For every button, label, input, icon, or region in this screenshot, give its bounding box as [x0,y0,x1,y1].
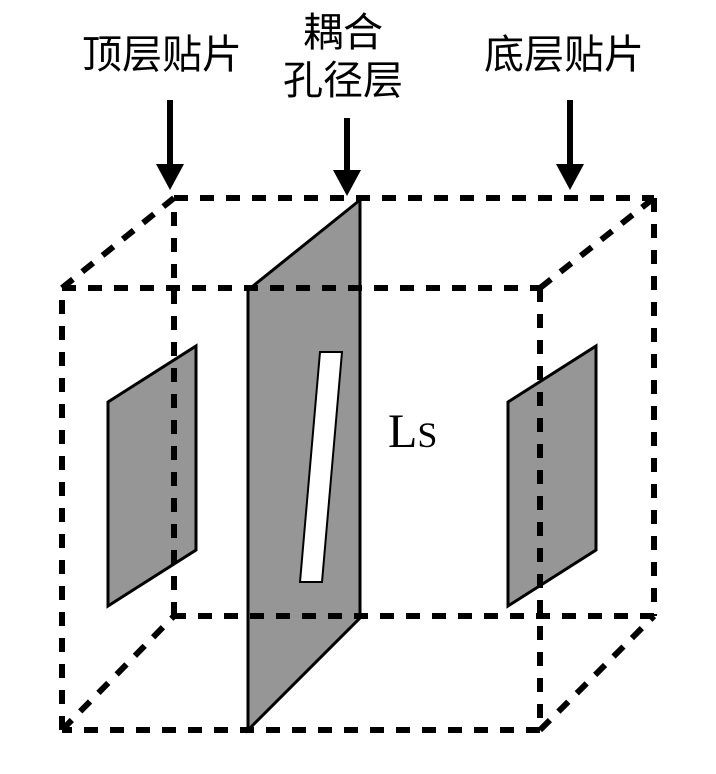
arrow-right [556,100,584,190]
patch-right [508,346,596,606]
arrow-mid [333,118,361,196]
arrow-left [156,100,184,190]
figure-root: 顶层贴片 耦合 孔径层 底层贴片 LS [0,0,716,774]
diagram-svg [0,0,716,774]
patch-left [108,346,196,606]
mid-plane [248,200,360,730]
